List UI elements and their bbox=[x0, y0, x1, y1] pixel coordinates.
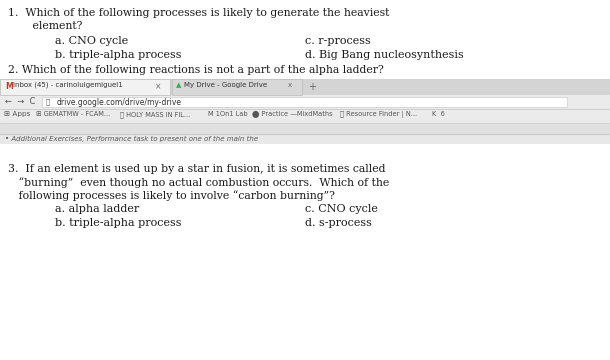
Bar bbox=[0, 95, 610, 109]
Text: M: M bbox=[5, 82, 13, 91]
Text: c. r-process: c. r-process bbox=[305, 36, 371, 46]
Text: Inbox (45) - carinoluigemiguel1: Inbox (45) - carinoluigemiguel1 bbox=[13, 82, 123, 89]
Text: drive.google.com/drive/my-drive: drive.google.com/drive/my-drive bbox=[57, 98, 182, 107]
Text: ⊞ GEMATMW - FCAM...: ⊞ GEMATMW - FCAM... bbox=[36, 111, 110, 117]
Text: a. CNO cycle: a. CNO cycle bbox=[55, 36, 128, 46]
Text: c. CNO cycle: c. CNO cycle bbox=[305, 204, 378, 214]
Text: ⊞ Apps: ⊞ Apps bbox=[4, 111, 30, 117]
Text: M 1On1 Lab: M 1On1 Lab bbox=[208, 111, 248, 117]
Text: b. triple-alpha process: b. triple-alpha process bbox=[55, 50, 182, 60]
Text: “burning”  even though no actual combustion occurs.  Which of the: “burning” even though no actual combusti… bbox=[8, 177, 389, 188]
Text: ⬤ Practice —MixdMaths: ⬤ Practice —MixdMaths bbox=[252, 111, 332, 118]
Text: ←  →  C: ← → C bbox=[5, 97, 35, 106]
Bar bbox=[0, 79, 610, 134]
Text: x: x bbox=[288, 82, 292, 88]
Text: My Drive - Google Drive: My Drive - Google Drive bbox=[184, 82, 267, 88]
Text: K  6: K 6 bbox=[432, 111, 445, 117]
Text: b. triple-alpha process: b. triple-alpha process bbox=[55, 218, 182, 228]
Text: 3.  If an element is used up by a star in fusion, it is sometimes called: 3. If an element is used up by a star in… bbox=[8, 164, 386, 174]
Bar bbox=[0, 79, 170, 95]
Text: 📕 HOLY MASS IN FIL...: 📕 HOLY MASS IN FIL... bbox=[120, 111, 190, 118]
Text: 2. Which of the following reactions is not a part of the alpha ladder?: 2. Which of the following reactions is n… bbox=[8, 65, 384, 75]
Text: following processes is likely to involve “carbon burning”?: following processes is likely to involve… bbox=[8, 190, 335, 201]
Bar bbox=[0, 109, 610, 123]
Text: ▲: ▲ bbox=[176, 82, 181, 88]
Bar bbox=[0, 144, 610, 164]
Bar bbox=[0, 134, 610, 144]
Text: 🌍 Resource Finder | N...: 🌍 Resource Finder | N... bbox=[340, 111, 417, 118]
Text: 🔒: 🔒 bbox=[46, 98, 50, 105]
Text: ×: × bbox=[155, 82, 162, 91]
Bar bbox=[0, 79, 610, 95]
Text: element?: element? bbox=[22, 21, 82, 31]
Text: 1.  Which of the following processes is likely to generate the heaviest: 1. Which of the following processes is l… bbox=[8, 8, 389, 18]
Text: d. s-process: d. s-process bbox=[305, 218, 372, 228]
Text: d. Big Bang nucleosynthesis: d. Big Bang nucleosynthesis bbox=[305, 50, 464, 60]
Text: +: + bbox=[308, 82, 316, 92]
Bar bbox=[42, 97, 567, 107]
Bar bbox=[172, 79, 302, 95]
Text: a. alpha ladder: a. alpha ladder bbox=[55, 204, 139, 214]
Text: • Additional Exercises, Performance task to present one of the main the: • Additional Exercises, Performance task… bbox=[5, 135, 258, 141]
